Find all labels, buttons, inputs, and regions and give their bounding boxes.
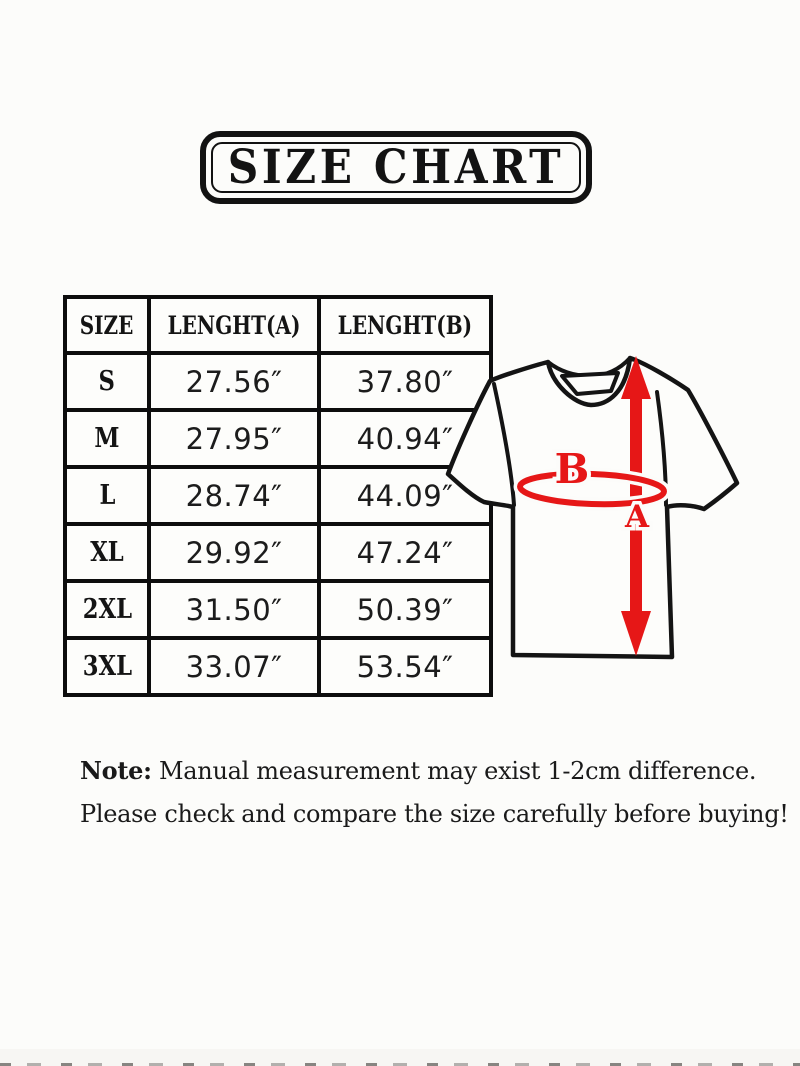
table-row: L 28.74″ 44.09″ xyxy=(63,465,493,526)
length-b-cell: 53.54″ xyxy=(317,636,493,697)
collar-opening xyxy=(560,371,620,396)
label-b: B xyxy=(555,445,590,493)
left-sleeve-seam xyxy=(492,382,516,507)
width-ellipse-icon xyxy=(517,470,667,508)
table-row: M 27.95″ 40.94″ xyxy=(63,408,493,469)
length-a-cell: 28.74″ xyxy=(146,465,322,526)
note-line-1: Note: Manual measurement may exist 1-2cm… xyxy=(80,756,770,785)
table-row: XL 29.92″ 47.24″ xyxy=(63,522,493,583)
length-a-cell: 31.50″ xyxy=(146,579,322,640)
length-a-cell: 29.92″ xyxy=(146,522,322,583)
label-a: A xyxy=(624,499,650,535)
page-title: SIZE CHART xyxy=(227,140,565,195)
header-size: SIZE xyxy=(63,295,151,355)
length-b-cell: 47.24″ xyxy=(317,522,493,583)
length-b-cell: 37.80″ xyxy=(317,351,493,412)
length-a-cell: 33.07″ xyxy=(146,636,322,697)
header-length-a: LENGHT(A) xyxy=(146,295,322,355)
size-cell: 2XL xyxy=(63,579,151,640)
note-text-1: Manual measurement may exist 1-2cm diffe… xyxy=(151,757,757,785)
table-row: S 27.56″ 37.80″ xyxy=(63,351,493,412)
header-length-b: LENGHT(B) xyxy=(317,295,493,355)
size-cell: 3XL xyxy=(63,636,151,697)
length-a-cell: 27.95″ xyxy=(146,408,322,469)
table-row: 2XL 31.50″ 50.39″ xyxy=(63,579,493,640)
note: Note: Manual measurement may exist 1-2cm… xyxy=(80,756,789,828)
size-cell: L xyxy=(63,465,151,526)
table-header-row: SIZE LENGHT(A) LENGHT(B) xyxy=(63,295,493,355)
tshirt-measurement-diagram: B A xyxy=(445,355,740,660)
bottom-cropped-strip xyxy=(0,1049,800,1066)
size-cell: XL xyxy=(63,522,151,583)
size-table: SIZE LENGHT(A) LENGHT(B) S 27.56″ 37.80″… xyxy=(63,295,493,697)
table-row: 3XL 33.07″ 53.54″ xyxy=(63,636,493,697)
note-prefix: Note: xyxy=(80,756,152,785)
size-cell: M xyxy=(63,408,151,469)
size-cell: S xyxy=(63,351,151,412)
length-b-cell: 50.39″ xyxy=(317,579,493,640)
note-line-2: Please check and compare the size carefu… xyxy=(80,800,789,828)
title-plate-inner-border: SIZE CHART xyxy=(211,140,581,195)
length-a-cell: 27.56″ xyxy=(146,351,322,412)
title-plate: SIZE CHART xyxy=(200,131,592,204)
